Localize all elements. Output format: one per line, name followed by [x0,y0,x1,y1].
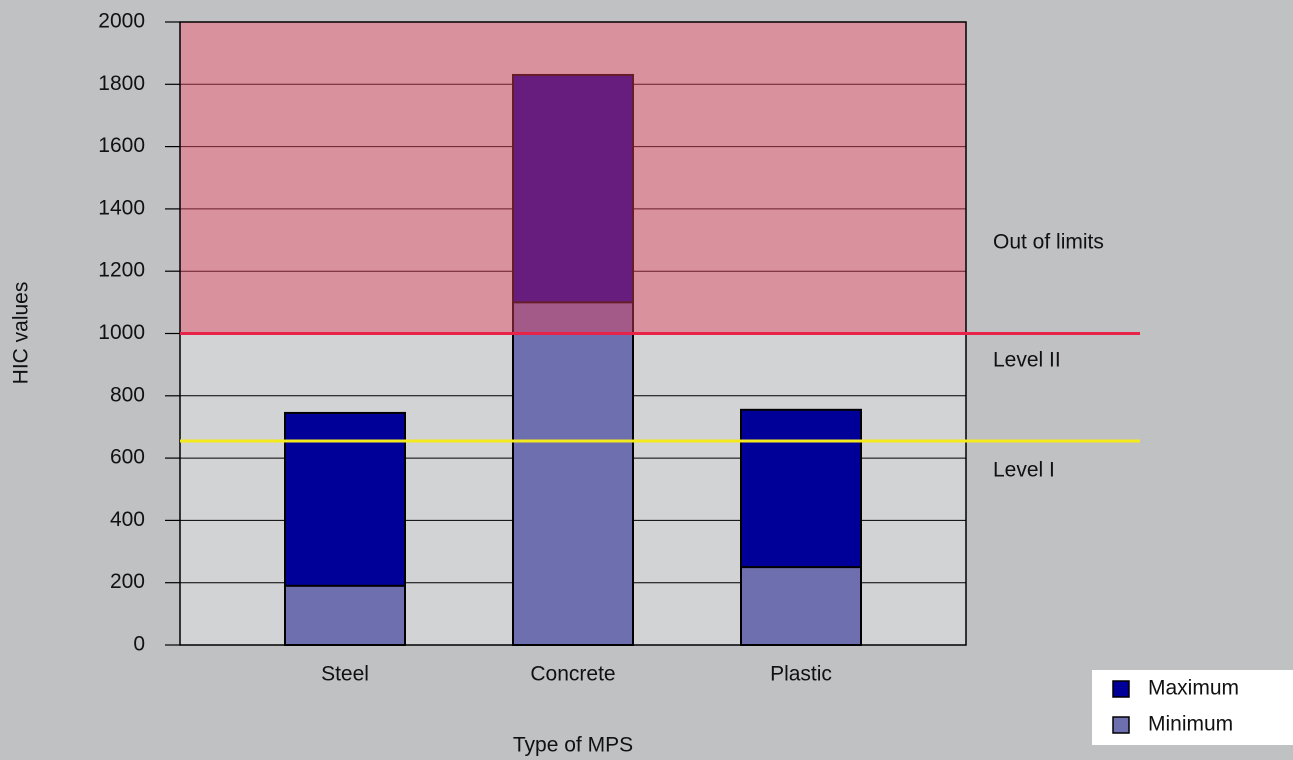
out-of-limits-zone [180,22,966,334]
y-axis-label: HIC values [10,282,33,385]
y-tick-label: 1000 [98,321,145,344]
y-tick-label: 1200 [98,259,145,282]
x-tick-label: Steel [321,663,369,686]
x-axis-label: Type of MPS [513,734,633,757]
y-tick-label: 1400 [98,196,145,219]
zone-label: Out of limits [993,231,1104,254]
y-tick-label: 400 [110,508,145,531]
y-tick-label: 1600 [98,134,145,157]
y-tick-label: 2000 [98,10,145,33]
zone-label: Level I [993,459,1055,482]
zone-label: Level II [993,349,1061,372]
y-tick-label: 600 [110,446,145,469]
x-tick-label: Plastic [770,663,832,686]
legend-label: Minimum [1148,713,1233,736]
y-tick-label: 0 [133,633,145,656]
bar [740,566,862,646]
y-tick-label: 800 [110,383,145,406]
legend-swatch [1112,716,1130,734]
bar [512,301,634,646]
y-tick-label: 200 [110,570,145,593]
x-tick-label: Concrete [530,663,615,686]
y-tick-label: 1800 [98,72,145,95]
legend-label: Maximum [1148,677,1239,700]
bar [284,584,406,647]
legend-swatch [1112,680,1130,698]
